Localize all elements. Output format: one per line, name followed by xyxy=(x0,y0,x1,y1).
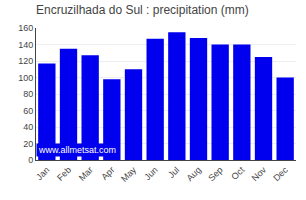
svg-text:Jun: Jun xyxy=(142,165,159,182)
svg-text:May: May xyxy=(119,164,138,183)
svg-text:Encruzilhada do Sul : precipit: Encruzilhada do Sul : precipitation (mm) xyxy=(36,3,249,17)
svg-text:Jan: Jan xyxy=(34,165,51,182)
svg-text:Mar: Mar xyxy=(77,165,95,183)
svg-text:Dec: Dec xyxy=(271,164,290,183)
svg-text:100: 100 xyxy=(18,73,33,83)
svg-text:60: 60 xyxy=(23,106,33,116)
svg-text:Jul: Jul xyxy=(166,165,181,180)
svg-text:Feb: Feb xyxy=(55,165,73,183)
svg-text:80: 80 xyxy=(23,89,33,99)
svg-text:40: 40 xyxy=(23,122,33,132)
svg-text:160: 160 xyxy=(18,23,33,33)
svg-text:120: 120 xyxy=(18,56,33,66)
svg-text:Apr: Apr xyxy=(99,165,116,182)
svg-text:Nov: Nov xyxy=(250,164,269,183)
svg-text:Aug: Aug xyxy=(185,165,203,183)
svg-text:Sep: Sep xyxy=(206,165,224,183)
svg-text:20: 20 xyxy=(23,139,33,149)
svg-text:0: 0 xyxy=(28,155,33,165)
svg-text:www.allmetsat.com: www.allmetsat.com xyxy=(38,145,116,155)
svg-text:140: 140 xyxy=(18,40,33,50)
svg-text:Oct: Oct xyxy=(229,164,246,181)
